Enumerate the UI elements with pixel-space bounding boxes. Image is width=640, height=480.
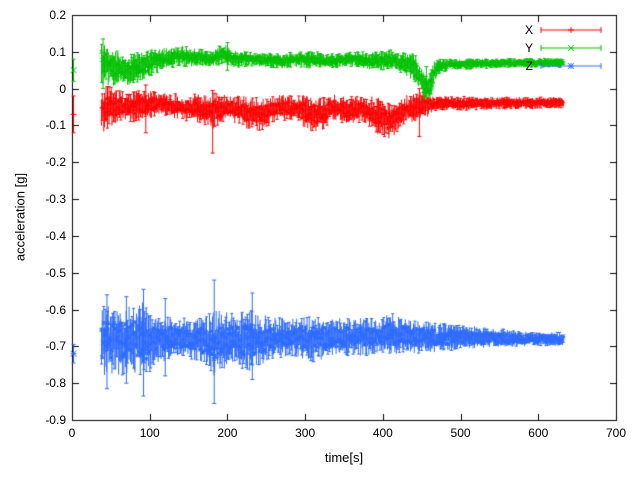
x-tick-label: 400 <box>372 426 393 440</box>
y-tick-label: -0.1 <box>45 118 66 133</box>
y-tick-label: -0.8 <box>45 376 66 391</box>
y-tick-label: -0.7 <box>45 339 66 354</box>
x-tick-label: 100 <box>139 426 160 440</box>
y-tick-label: -0.5 <box>45 265 66 280</box>
y-tick-label: -0.6 <box>45 302 66 317</box>
x-axis-title: time[s] <box>324 450 364 465</box>
y-tick-label: -0.4 <box>45 228 66 243</box>
y-tick-label: 0 <box>59 81 66 96</box>
x-tick-label: 200 <box>217 426 238 440</box>
x-tick-label: 600 <box>528 426 549 440</box>
x-tick-label: 300 <box>295 426 316 440</box>
y-tick-label: -0.3 <box>45 192 66 207</box>
x-tick-label: 500 <box>450 426 471 440</box>
x-tick-label: 0 <box>68 426 76 440</box>
y-tick-label: -0.9 <box>45 413 66 427</box>
x-tick-label: 700 <box>605 426 627 440</box>
legend-label-z: Z <box>525 59 533 73</box>
y-tick-label: 0.1 <box>49 44 66 59</box>
legend-label-y: Y <box>524 41 533 55</box>
legend-label-x: X <box>524 23 533 37</box>
y-axis-title: acceleration [g] <box>12 172 28 262</box>
y-tick-label: 0.2 <box>49 8 66 22</box>
y-tick-label: -0.2 <box>45 155 66 170</box>
